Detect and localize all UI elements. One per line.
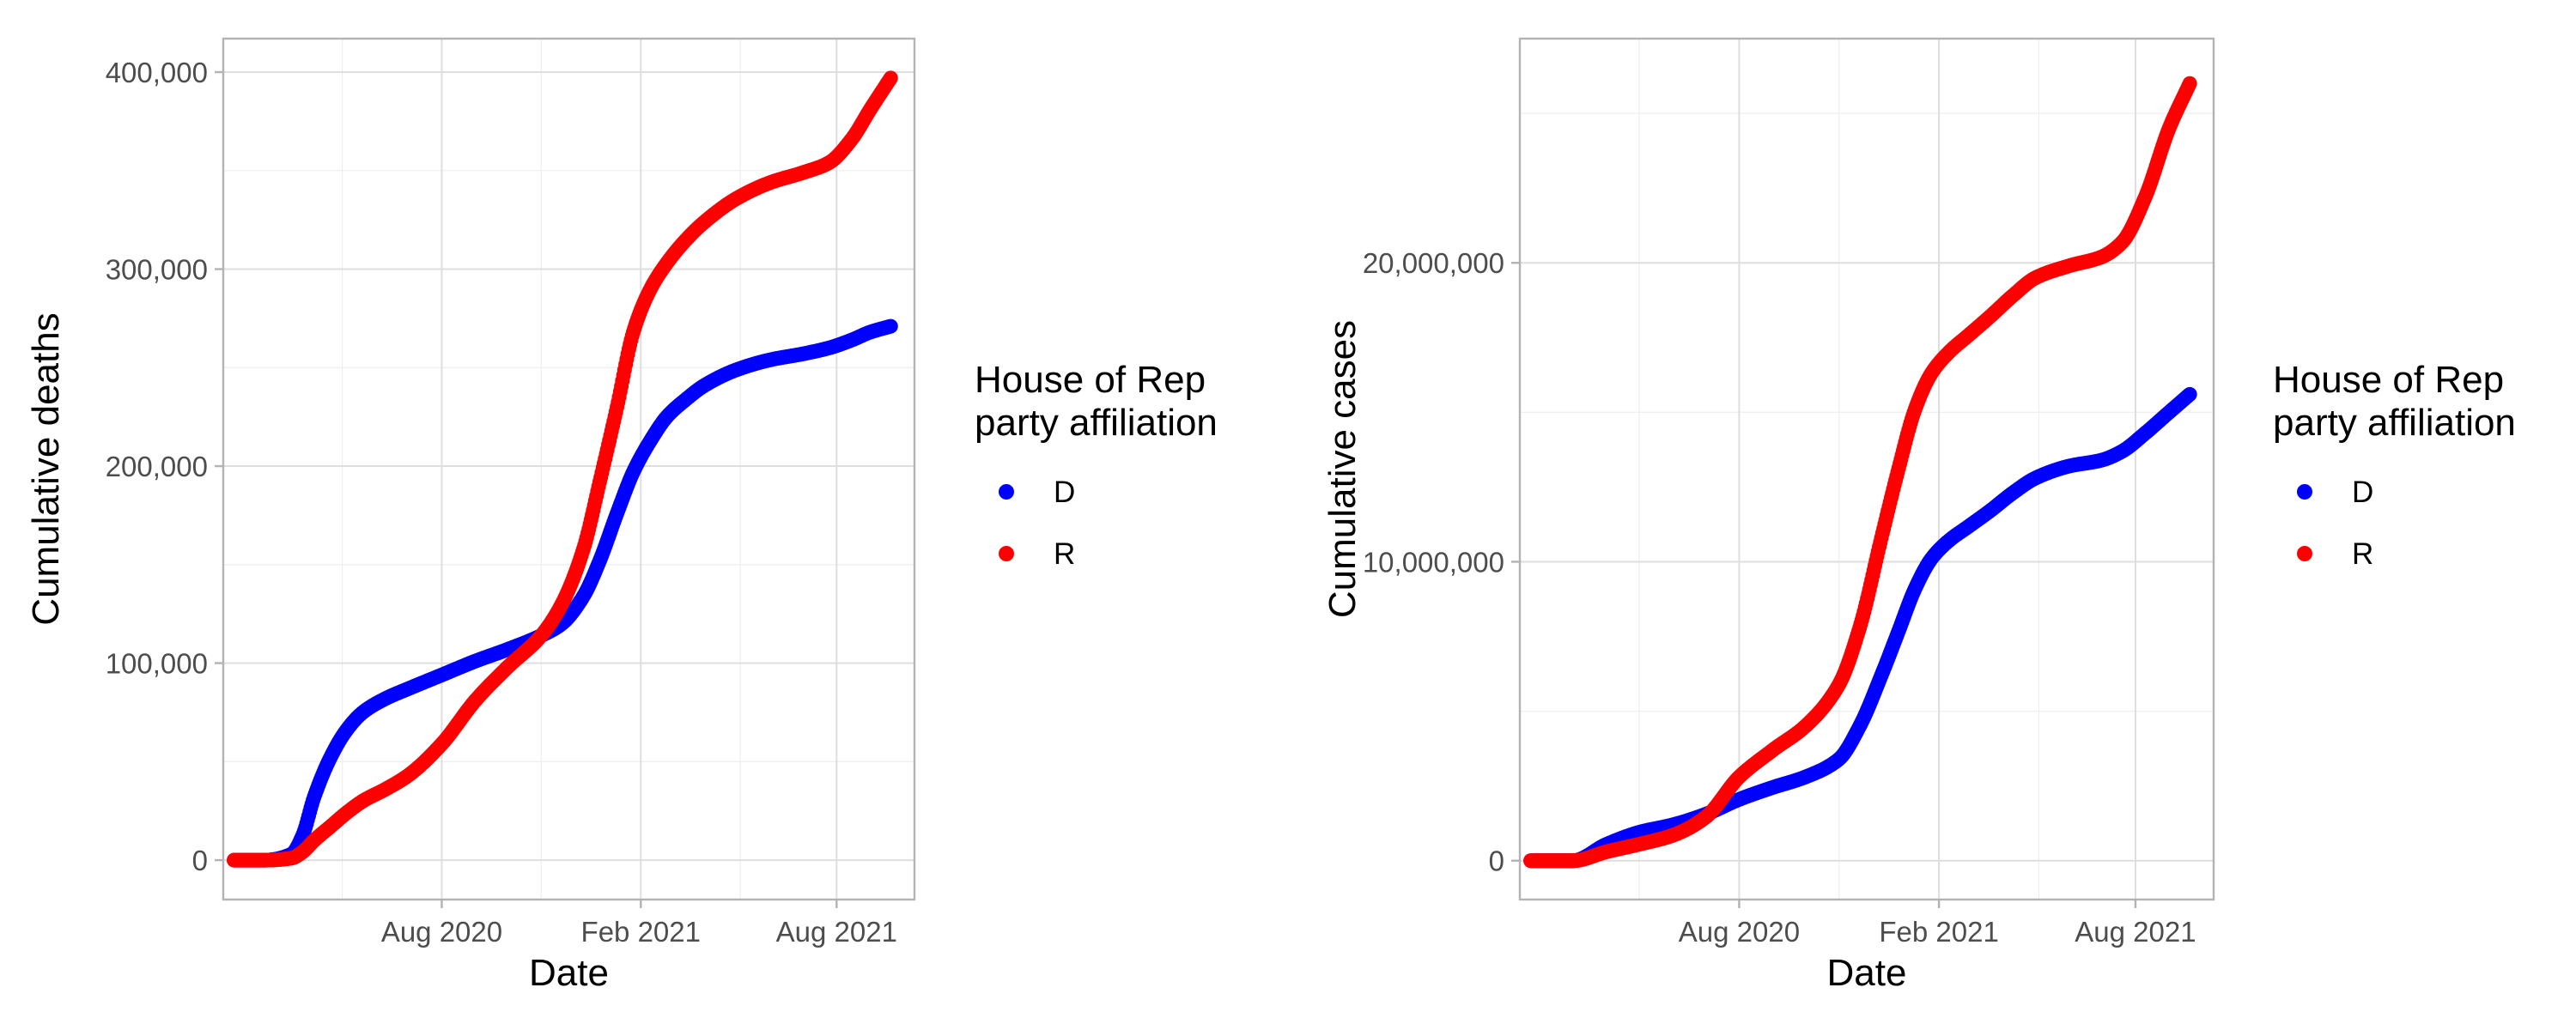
x-tick-label: Aug 2020 bbox=[381, 916, 502, 948]
legend-label: R bbox=[1054, 537, 1075, 571]
legend-label: D bbox=[2352, 476, 2373, 509]
data-point bbox=[2182, 76, 2197, 91]
legend-label: R bbox=[2352, 537, 2373, 571]
x-axis-title: Date bbox=[1827, 952, 1907, 994]
y-tick-label: 0 bbox=[192, 845, 208, 876]
legend-key-R bbox=[2297, 546, 2312, 561]
x-axis-title: Date bbox=[529, 952, 609, 994]
y-tick-label: 100,000 bbox=[106, 648, 208, 680]
legend-title: party affiliation bbox=[975, 402, 1218, 444]
x-tick-label: Feb 2021 bbox=[1879, 916, 1998, 948]
y-tick-label: 200,000 bbox=[106, 451, 208, 482]
legend-key-D bbox=[999, 484, 1014, 500]
data-point bbox=[2182, 386, 2197, 402]
y-tick-label: 0 bbox=[1489, 845, 1504, 877]
chart-panel-left: 0 100,000 200,000 300,000 400,000 Aug 2020 Feb… bbox=[25, 37, 1218, 994]
x-tick-label: Feb 2021 bbox=[581, 916, 701, 948]
legend-title: House of Rep bbox=[2273, 359, 2504, 401]
x-tick-label: Aug 2020 bbox=[1679, 916, 1800, 948]
legend-key-D bbox=[2297, 484, 2312, 500]
legend-title: party affiliation bbox=[2273, 402, 2516, 444]
legend-label: D bbox=[1054, 476, 1075, 509]
series-R bbox=[1523, 76, 2197, 869]
y-tick-label: 300,000 bbox=[106, 254, 208, 286]
data-point bbox=[883, 70, 898, 86]
series-R bbox=[227, 70, 898, 868]
legend-key-R bbox=[999, 546, 1014, 561]
y-tick-label: 20,000,000 bbox=[1363, 247, 1504, 279]
chart-panel-right: 0 10,000,000 20,000,000 Aug 2020 Feb 2021 Aug… bbox=[1321, 37, 2516, 994]
y-axis-title: Cumulative deaths bbox=[25, 312, 67, 625]
data-point bbox=[883, 318, 898, 334]
y-tick-label: 10,000,000 bbox=[1363, 546, 1504, 578]
y-tick-label: 400,000 bbox=[106, 57, 208, 88]
x-tick-label: Aug 2021 bbox=[2075, 916, 2196, 948]
panel-border bbox=[222, 37, 916, 901]
y-axis-title: Cumulative cases bbox=[1321, 320, 1364, 618]
legend-title: House of Rep bbox=[975, 359, 1206, 401]
panel-border bbox=[1518, 37, 2215, 901]
x-tick-label: Aug 2021 bbox=[776, 916, 897, 948]
